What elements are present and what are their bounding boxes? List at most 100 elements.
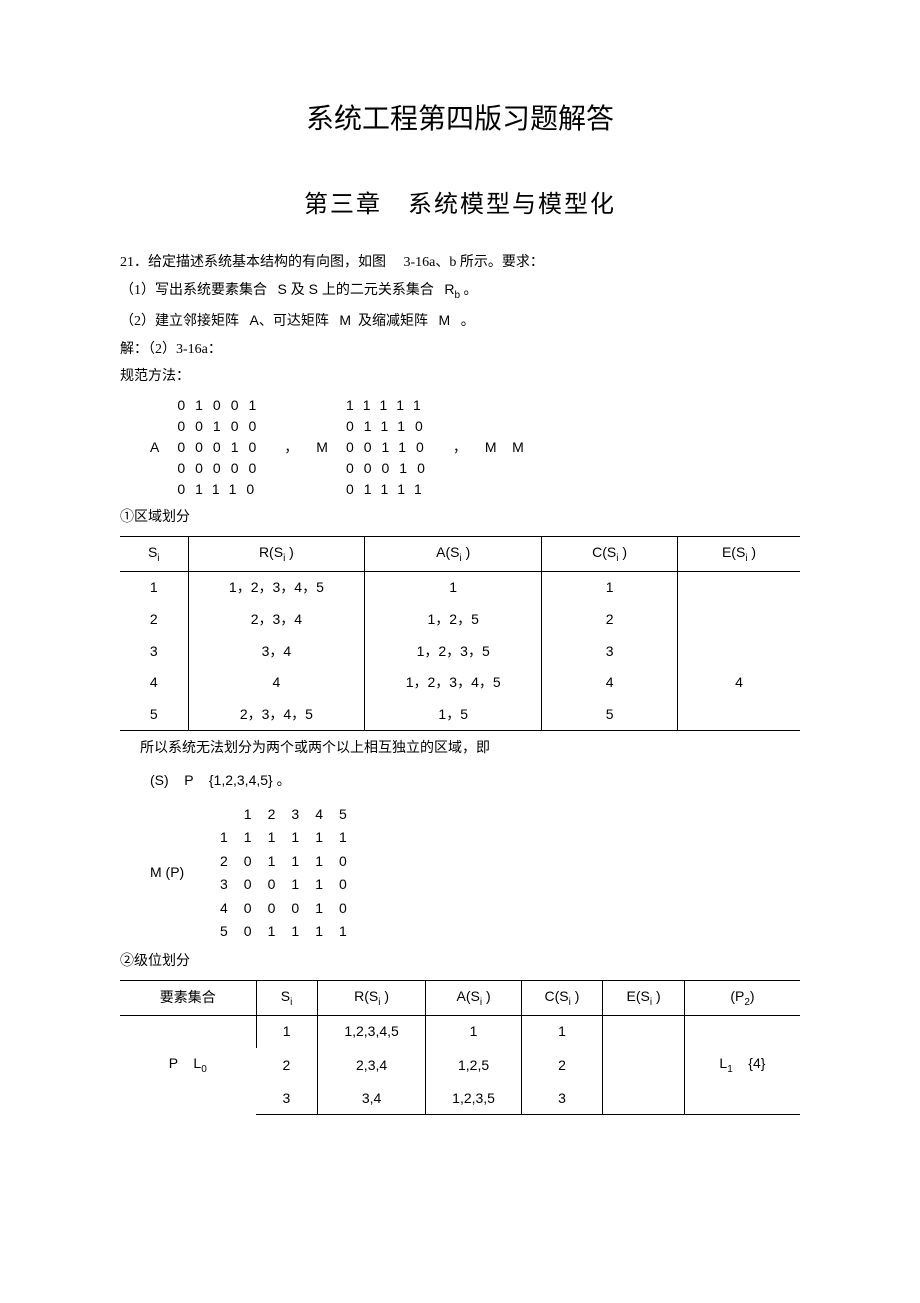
- page-title: 系统工程第四版习题解答: [120, 100, 800, 139]
- table-row: P L011,2,3,4,511: [120, 1016, 800, 1048]
- subscript: b: [454, 290, 460, 301]
- table-cell: 1: [426, 1016, 521, 1048]
- comma: ，: [453, 438, 467, 458]
- solution-header: 解：（2）3-16a：: [120, 340, 800, 360]
- table-header-cell: E(Si ): [603, 980, 685, 1016]
- table-cell: [603, 1016, 685, 1048]
- matrix-row: 11111: [346, 395, 435, 416]
- table-cell: 4: [678, 667, 800, 699]
- table-header-cell: 要素集合: [120, 980, 256, 1016]
- matrix-cell: 0: [260, 873, 284, 897]
- symbol-M: M: [339, 312, 351, 328]
- matrix-col-header: 4: [307, 803, 331, 827]
- table-cell: [684, 1016, 800, 1048]
- conclusion-text: 所以系统无法划分为两个或两个以上相互独立的区域，即: [140, 739, 800, 759]
- matrix-equation-row: A 0100100100000100000001110 ， M 11111011…: [150, 395, 800, 500]
- table-cell: 3: [120, 636, 188, 668]
- matrix-col-header: 5: [331, 803, 355, 827]
- table-header-cell: R(Si ): [188, 536, 365, 572]
- table-cell: [603, 1048, 685, 1083]
- matrix-cell: 1: [236, 826, 260, 850]
- matrix-cell: 1: [283, 850, 307, 874]
- matrix-col-header: 1: [236, 803, 260, 827]
- matrix-row-header: 5: [212, 920, 236, 944]
- table-cell: 4: [542, 667, 678, 699]
- table-header-cell: (P2): [684, 980, 800, 1016]
- table-cell: 3,4: [317, 1083, 426, 1115]
- text: 及缩减矩阵: [358, 314, 428, 329]
- table-cell: 1，2，5: [365, 604, 542, 636]
- region-partition-table: SiR(Si )A(Si )C(Si )E(Si ) 11，2，3，4，5112…: [120, 536, 800, 732]
- table-header-cell: C(Si ): [521, 980, 603, 1016]
- matrix-cell: 1: [283, 920, 307, 944]
- comma: ，: [284, 438, 298, 458]
- matrix-cell: 0: [236, 873, 260, 897]
- table-cell: [678, 572, 800, 604]
- table-cell: 2，3，4，5: [188, 699, 365, 731]
- problem-statement: 21．给定描述系统基本结构的有向图，如图 3-16a、b 所示。要求：: [120, 253, 800, 273]
- matrix-cell: 0: [236, 850, 260, 874]
- symbol-R: R: [444, 281, 454, 297]
- table-cell: 5: [542, 699, 678, 731]
- table-cell: 1，2，3，5: [365, 636, 542, 668]
- matrix-cell: 1: [260, 920, 284, 944]
- table-header-cell: Si: [256, 980, 317, 1016]
- table-cell: 1: [120, 572, 188, 604]
- table-cell: 3: [542, 636, 678, 668]
- table-header-cell: C(Si ): [542, 536, 678, 572]
- text: 21．给定描述系统基本结构的有向图，如图: [120, 255, 386, 270]
- matrix-row-header: 1: [212, 826, 236, 850]
- table-cell: [603, 1083, 685, 1115]
- table-cell: 1，2，3，4，5: [365, 667, 542, 699]
- table-cell: 1: [256, 1016, 317, 1048]
- matrix-row: 00000: [177, 458, 266, 479]
- section-1-label: ①区域划分: [120, 508, 800, 528]
- table-cell: [678, 699, 800, 731]
- table-row: 52，3，4，51，55: [120, 699, 800, 731]
- matrix-row: 00110: [346, 437, 435, 458]
- table-cell: 1，5: [365, 699, 542, 731]
- matrix-cell: 1: [260, 850, 284, 874]
- level-partition-table: 要素集合SiR(Si )A(Si )C(Si )E(Si )(P2) P L01…: [120, 980, 800, 1116]
- table-cell: 4: [188, 667, 365, 699]
- table-header-row: 要素集合SiR(Si )A(Si )C(Si )E(Si )(P2): [120, 980, 800, 1016]
- table-header-row: SiR(Si )A(Si )C(Si )E(Si ): [120, 536, 800, 572]
- matrix-MP-block: M (P) 1234511111120111030011040001050111…: [150, 803, 800, 945]
- matrix-cell: 0: [236, 897, 260, 921]
- table-row: 22，3，41，2，52: [120, 604, 800, 636]
- text: 3-16a、b 所示。要求：: [404, 255, 544, 270]
- table-header-cell: Si: [120, 536, 188, 572]
- table-cell: 1: [365, 572, 542, 604]
- text: S 及 S 上的二元关系集合: [278, 281, 434, 297]
- matrix-cell: 0: [331, 897, 355, 921]
- mm-equality: M M: [485, 438, 524, 458]
- table-cell: 3: [256, 1083, 317, 1115]
- matrix-cell: 1: [307, 826, 331, 850]
- table-row: 33，41，2，3，53: [120, 636, 800, 668]
- table-header-cell: A(Si ): [365, 536, 542, 572]
- matrix-row-header: 3: [212, 873, 236, 897]
- matrix-row-header: 2: [212, 850, 236, 874]
- matrix-row: 01110: [346, 416, 435, 437]
- matrix-cell: 1: [331, 920, 355, 944]
- matrix-cell: 0: [283, 897, 307, 921]
- text: （2）建立邻接矩阵: [120, 314, 239, 329]
- table-cell: 1,2,5: [426, 1048, 521, 1083]
- matrix-cell: 0: [331, 850, 355, 874]
- table-cell: [684, 1083, 800, 1115]
- requirement-1: （1）写出系统要素集合 S 及 S 上的二元关系集合 Rb 。: [120, 280, 800, 303]
- table-row: 441，2，3，4，544: [120, 667, 800, 699]
- table-cell: 3: [521, 1083, 603, 1115]
- method-label: 规范方法：: [120, 367, 800, 387]
- table-cell: [678, 604, 800, 636]
- group-label-cell: P L0: [120, 1016, 256, 1115]
- table-cell: 2，3，4: [188, 604, 365, 636]
- matrix-row: 00010: [177, 437, 266, 458]
- table-cell: 2: [120, 604, 188, 636]
- matrix-cell: 1: [331, 826, 355, 850]
- table-cell: 2: [521, 1048, 603, 1083]
- matrix-cell: 1: [283, 873, 307, 897]
- table-cell: 1,2,3,4,5: [317, 1016, 426, 1048]
- text: （1）写出系统要素集合: [120, 283, 267, 298]
- requirement-2: （2）建立邻接矩阵 A、可达矩阵 M 及缩减矩阵 M 。: [120, 311, 800, 332]
